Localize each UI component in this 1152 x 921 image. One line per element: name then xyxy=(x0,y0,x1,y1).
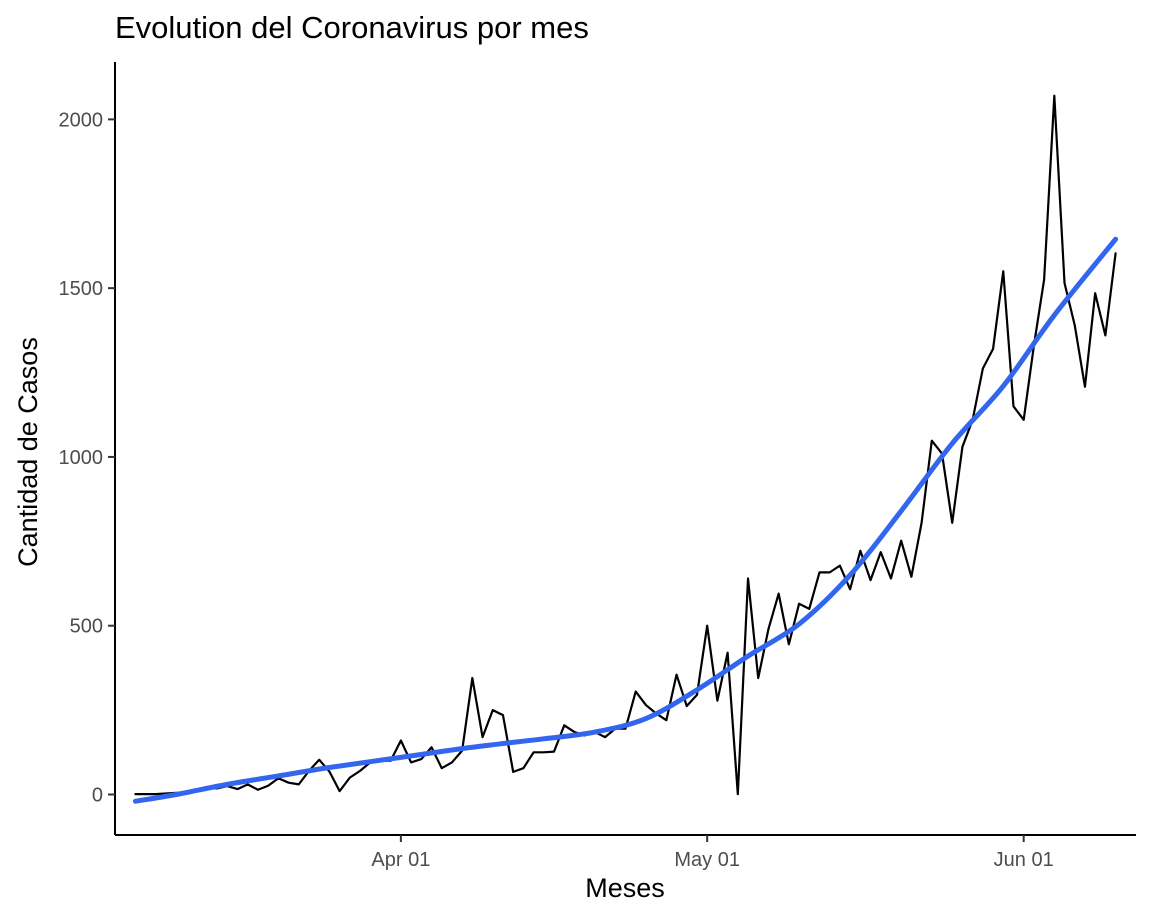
x-axis-title: Meses xyxy=(585,873,665,903)
y-tick-label: 1500 xyxy=(59,278,104,300)
y-tick-label: 0 xyxy=(92,784,103,806)
x-tick-label: Jun 01 xyxy=(994,849,1054,871)
y-tick-label: 2000 xyxy=(59,109,104,131)
x-tick-label: May 01 xyxy=(674,849,740,871)
daily-cases-line xyxy=(134,94,1117,796)
y-tick-label: 500 xyxy=(70,616,103,638)
y-axis-title: Cantidad de Casos xyxy=(13,337,43,567)
x-tick-label: Apr 01 xyxy=(371,849,430,871)
chart-title: Evolution del Coronavirus por mes xyxy=(115,10,589,45)
y-axis-ticks: 0 500 1000 1500 2000 xyxy=(59,109,115,806)
x-axis-ticks: Apr 01 May 01 Jun 01 xyxy=(371,835,1054,871)
plot-area xyxy=(132,94,1119,804)
y-tick-label: 1000 xyxy=(59,447,104,469)
smooth-trend-line xyxy=(132,236,1119,804)
